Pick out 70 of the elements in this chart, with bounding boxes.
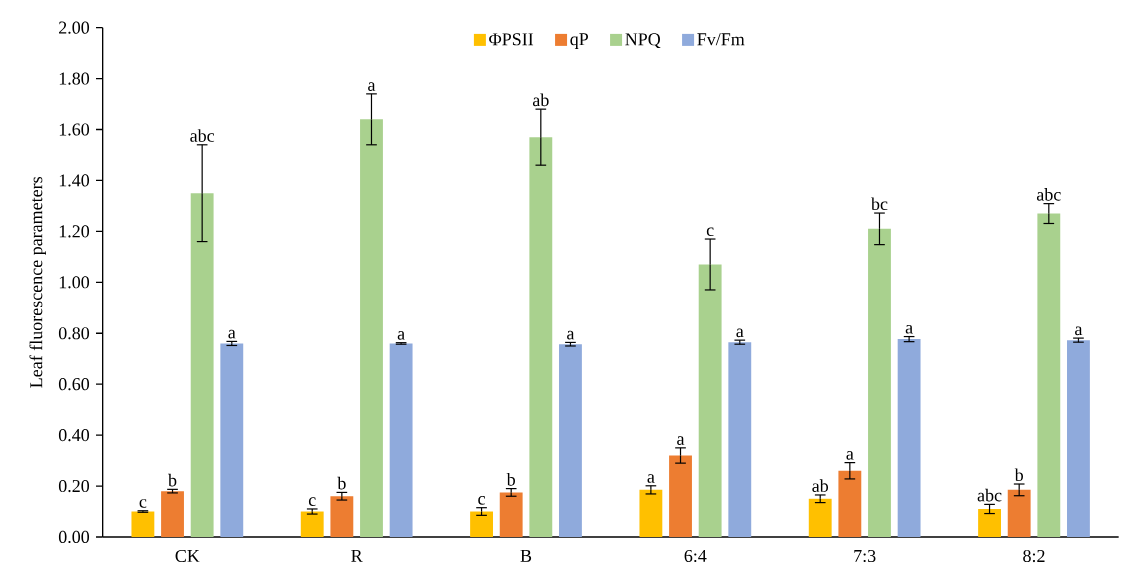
y-tick-label: 1.80 — [59, 72, 90, 85]
bar — [529, 137, 553, 537]
bar — [360, 119, 383, 537]
bar — [1007, 489, 1031, 537]
annotation: abc — [190, 129, 215, 142]
annotation: bc — [870, 197, 888, 211]
bar — [698, 264, 722, 537]
annotation: a — [846, 451, 854, 460]
x-tick-label: 7:3 — [854, 549, 876, 563]
x-tick-label: 6:4 — [684, 549, 707, 563]
annotation: b — [168, 473, 177, 487]
annotation: a — [736, 328, 744, 338]
y-tick-label: 2.00 — [59, 21, 90, 34]
bar — [838, 470, 862, 537]
annotation: a — [368, 82, 376, 91]
bar — [559, 344, 582, 537]
annotation: c — [706, 227, 714, 237]
y-tick-label: 1.60 — [59, 123, 90, 136]
annotation: c — [308, 497, 316, 507]
bar — [728, 342, 752, 537]
bar — [868, 228, 891, 537]
annotation: b — [506, 473, 516, 486]
legend-label: NPQ — [625, 33, 661, 49]
bar — [220, 343, 244, 537]
legend-label: qP — [570, 33, 589, 49]
annotation: b — [337, 476, 346, 490]
annotation: abc — [977, 488, 1002, 502]
annotation: b — [1014, 468, 1023, 482]
y-axis-title: Leaf fluorescence parameters — [29, 177, 46, 388]
y-tick-label: 1.20 — [59, 225, 90, 238]
bar — [389, 343, 413, 537]
x-tick-label: R — [351, 549, 363, 562]
x-tick-label: 8:2 — [1023, 549, 1045, 563]
bar — [470, 511, 493, 537]
y-tick-label: 0.60 — [58, 378, 90, 391]
bar — [131, 511, 155, 537]
x-tick-label: CK — [175, 549, 200, 562]
bar — [190, 193, 214, 537]
x-tick-label: B — [520, 549, 532, 562]
annotation: c — [139, 499, 147, 508]
bar — [639, 489, 663, 537]
annotation: ab — [532, 93, 549, 107]
bar — [1067, 340, 1090, 537]
bar — [300, 511, 324, 537]
y-tick-label: 1.00 — [59, 276, 90, 289]
bar — [897, 339, 921, 537]
bar — [161, 491, 184, 537]
y-tick-label: 0.40 — [58, 429, 90, 442]
y-tick-label: 0.20 — [58, 479, 90, 493]
annotation: a — [397, 331, 405, 340]
bar — [978, 508, 1001, 537]
bar — [1037, 213, 1061, 537]
annotation: a — [567, 330, 575, 340]
bar — [499, 492, 523, 537]
annotation: c — [478, 496, 485, 505]
legend-label: Fv/Fm — [697, 33, 745, 46]
annotation: a — [677, 436, 685, 445]
bar — [330, 496, 354, 537]
annotation: a — [905, 325, 913, 334]
annotation: a — [228, 329, 236, 339]
legend-label: ΦPSII — [489, 33, 534, 46]
bar — [808, 498, 832, 537]
y-tick-label: 1.40 — [59, 174, 90, 187]
annotation: a — [647, 474, 655, 483]
bar — [669, 455, 692, 537]
annotation: ab — [812, 479, 829, 493]
y-tick-label: 0.00 — [58, 530, 90, 544]
annotation: abc — [1036, 188, 1061, 201]
y-tick-label: 0.80 — [58, 327, 90, 340]
annotation: a — [1075, 326, 1083, 336]
